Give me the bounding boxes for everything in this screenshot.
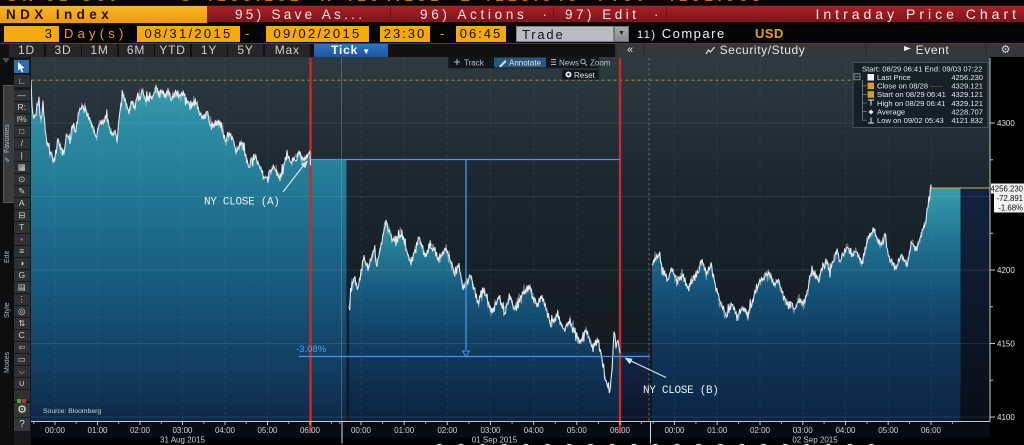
svg-text:4256.230: 4256.230 bbox=[990, 185, 1023, 194]
svg-text:4200: 4200 bbox=[997, 266, 1015, 275]
svg-text:00:00: 00:00 bbox=[664, 426, 685, 435]
svg-text:01:00: 01:00 bbox=[87, 426, 108, 435]
svg-text:4329.121: 4329.121 bbox=[951, 90, 983, 99]
svg-text:Source: Bloomberg: Source: Bloomberg bbox=[43, 408, 101, 415]
svg-text:Close on 08/28: Close on 08/28 bbox=[877, 82, 928, 91]
svg-text:31 Aug 2015: 31 Aug 2015 bbox=[160, 436, 205, 445]
svg-text:4256.230: 4256.230 bbox=[951, 73, 983, 82]
svg-text:00:00: 00:00 bbox=[351, 426, 372, 435]
svg-text:Last Price: Last Price bbox=[877, 73, 911, 82]
svg-text:4300: 4300 bbox=[997, 119, 1015, 128]
svg-text:4228.707: 4228.707 bbox=[951, 107, 983, 116]
svg-text:03:00: 03:00 bbox=[172, 426, 193, 435]
svg-text:4150: 4150 bbox=[997, 340, 1015, 349]
svg-text:Start: 08/29 06:41 End: 09/03: Start: 08/29 06:41 End: 09/03 07:22 bbox=[862, 65, 982, 74]
svg-text:-----: ----- bbox=[930, 82, 943, 91]
svg-text:-3.08%: -3.08% bbox=[296, 344, 327, 355]
svg-text:04:00: 04:00 bbox=[215, 426, 236, 435]
svg-text:06:00: 06:00 bbox=[300, 426, 321, 435]
svg-text:NY CLOSE (A): NY CLOSE (A) bbox=[204, 197, 280, 209]
svg-text:01 Sep 2015: 01 Sep 2015 bbox=[472, 436, 518, 445]
svg-text:High on 08/29 06:41: High on 08/29 06:41 bbox=[877, 99, 945, 108]
svg-text:04:00: 04:00 bbox=[835, 426, 856, 435]
svg-text:-1.68%: -1.68% bbox=[998, 204, 1023, 213]
svg-text:01:00: 01:00 bbox=[707, 426, 728, 435]
svg-text:NY CLOSE (B): NY CLOSE (B) bbox=[643, 385, 719, 397]
svg-text:02:00: 02:00 bbox=[750, 426, 771, 435]
svg-text:01:00: 01:00 bbox=[394, 426, 415, 435]
svg-text:Reset: Reset bbox=[574, 71, 596, 80]
svg-text:Track: Track bbox=[464, 59, 485, 68]
svg-text:02:00: 02:00 bbox=[437, 426, 458, 435]
svg-text:02 Sep 2015: 02 Sep 2015 bbox=[792, 436, 838, 445]
svg-text:4329.121: 4329.121 bbox=[951, 82, 983, 91]
svg-text:News: News bbox=[559, 59, 579, 68]
svg-text:4329.121: 4329.121 bbox=[951, 99, 983, 108]
svg-text:06:00: 06:00 bbox=[610, 426, 631, 435]
svg-text:05:00: 05:00 bbox=[878, 426, 899, 435]
svg-text:04:00: 04:00 bbox=[524, 426, 545, 435]
svg-text:Average: Average bbox=[877, 107, 905, 116]
svg-text:00:00: 00:00 bbox=[45, 426, 66, 435]
svg-text:4100: 4100 bbox=[997, 413, 1015, 422]
svg-text:05:00: 05:00 bbox=[567, 426, 588, 435]
svg-text:03:00: 03:00 bbox=[480, 426, 501, 435]
svg-text:Low on 09/02 05:43: Low on 09/02 05:43 bbox=[877, 116, 944, 125]
svg-text:-72.891: -72.891 bbox=[997, 194, 1023, 203]
svg-text:Annotate: Annotate bbox=[509, 59, 542, 68]
svg-text:05:00: 05:00 bbox=[257, 426, 278, 435]
svg-text:02:00: 02:00 bbox=[130, 426, 151, 435]
svg-text:06:00: 06:00 bbox=[921, 426, 942, 435]
svg-text:Zoom: Zoom bbox=[590, 59, 611, 68]
svg-text:Start on 08/29 06:41: Start on 08/29 06:41 bbox=[877, 90, 946, 99]
svg-text:03:00: 03:00 bbox=[793, 426, 814, 435]
svg-text:4121.832: 4121.832 bbox=[951, 116, 983, 125]
